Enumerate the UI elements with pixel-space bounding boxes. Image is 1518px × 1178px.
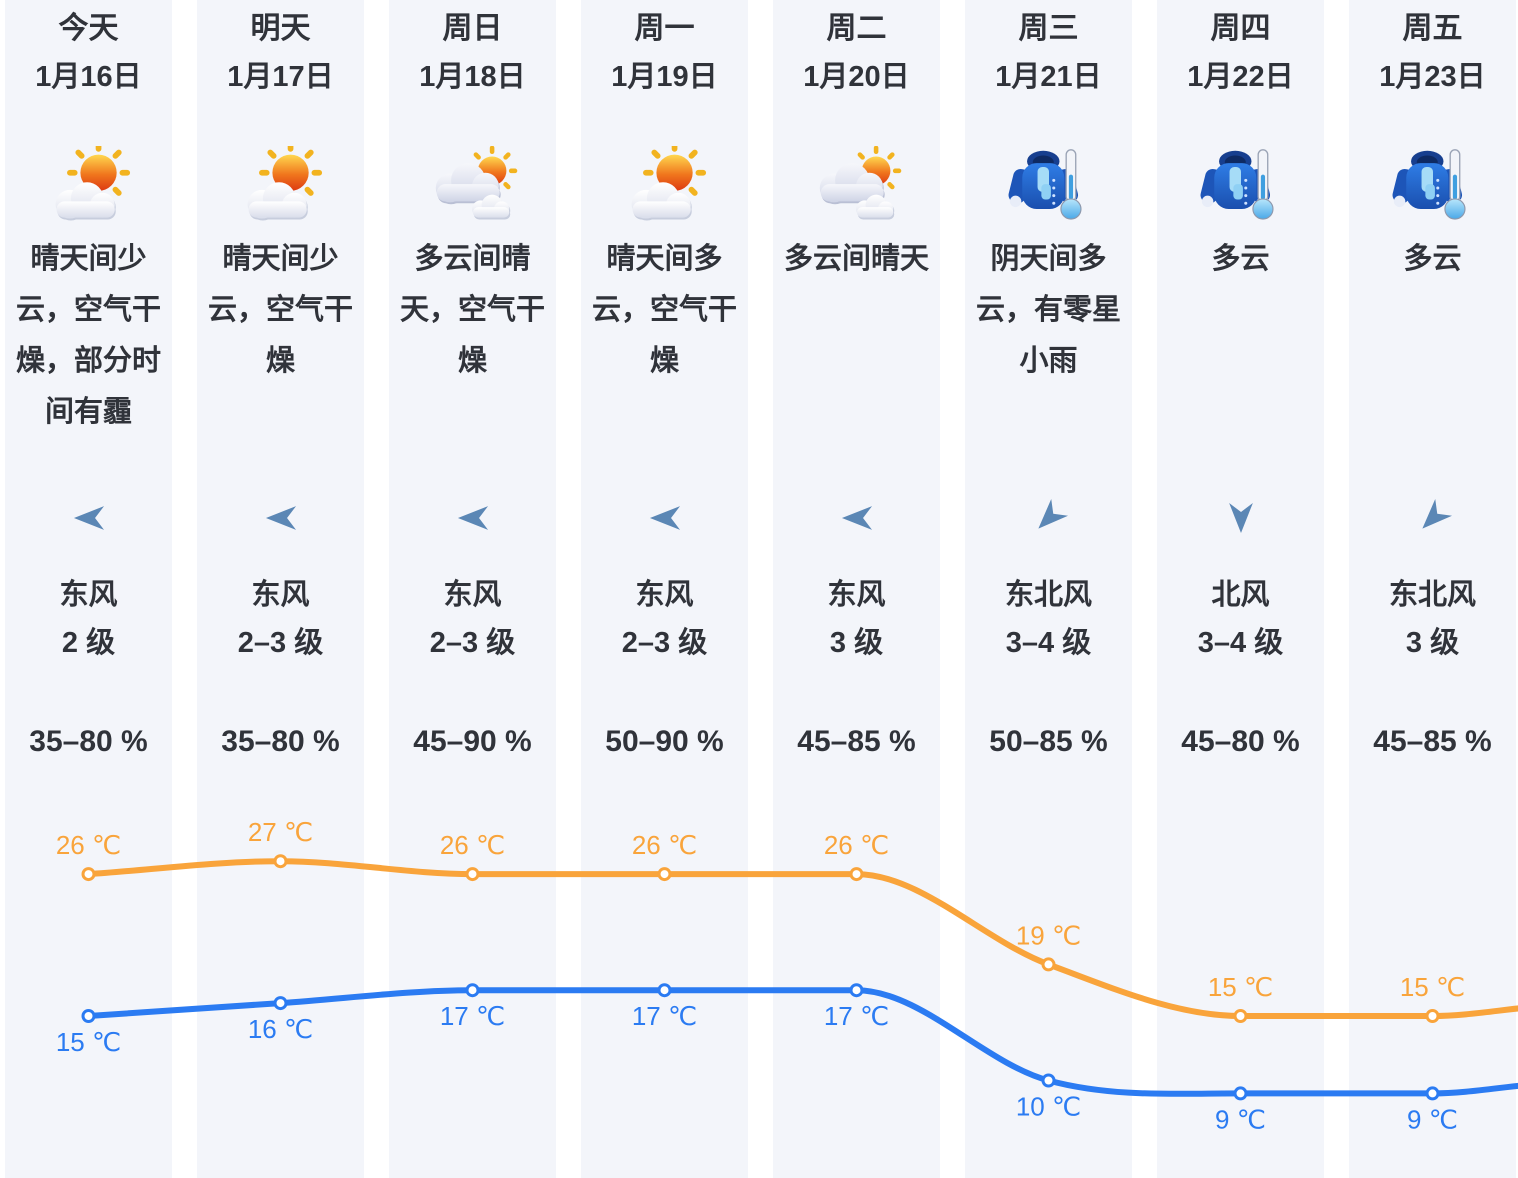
weather-description: 多云 (1403, 243, 1462, 275)
wind-level: 3 级 (1405, 627, 1460, 659)
weather-description: 晴天间多云，空气干燥 (591, 243, 737, 377)
humidity-range: 35–80 % (29, 725, 148, 758)
wind-level: 2–3 级 (429, 627, 516, 659)
date-label: 1月22日 (1187, 61, 1294, 93)
wind-level: 3–4 级 (1005, 627, 1092, 659)
cold-jacket-thermometer-icon (1349, 140, 1516, 236)
partly-sunny-icon (197, 140, 364, 236)
humidity-range: 45–85 % (797, 725, 916, 758)
forecast-column-day7[interactable]: 周四 1月22日 多云 北风 3–4 级 45–80 % (1157, 0, 1324, 1178)
date-label: 1月19日 (611, 61, 718, 93)
weather-description: 多云 (1211, 243, 1270, 275)
wind-direction: 东风 (251, 579, 310, 611)
wind-direction: 东风 (635, 579, 694, 611)
forecast-column-day8[interactable]: 周五 1月23日 多云 东北风 3 级 45–85 % (1349, 0, 1516, 1178)
date-label: 1月16日 (35, 61, 142, 93)
day-label: 周四 (1210, 12, 1271, 45)
weather-description: 阴天间多云，有零星小雨 (975, 243, 1121, 377)
weather-description: 多云间晴天，空气干燥 (399, 243, 545, 377)
wind-level: 3 级 (829, 627, 884, 659)
date-label: 1月20日 (803, 61, 910, 93)
forecast-column-day4[interactable]: 周一 1月19日 晴天间多云，空气干燥 东风 2–3 级 50–90 % (581, 0, 748, 1178)
partly-sunny-icon (5, 140, 172, 236)
day-label: 周三 (1018, 12, 1079, 45)
date-label: 1月21日 (995, 61, 1102, 93)
wind-level: 3–4 级 (1197, 627, 1284, 659)
weather-description: 晴天间少云，空气干燥，部分时间有霾 (15, 243, 161, 428)
wind-direction: 东风 (59, 579, 118, 611)
weather-description: 晴天间少云，空气干燥 (207, 243, 353, 377)
forecast-column-day2[interactable]: 明天 1月17日 晴天间少云，空气干燥 东风 2–3 级 35–80 % (197, 0, 364, 1178)
wind-level: 2–3 级 (621, 627, 708, 659)
forecast-column-day3[interactable]: 周日 1月18日 多云间晴天，空气干燥 东风 2–3 级 45–90 % (389, 0, 556, 1178)
wind-direction-arrow-icon (965, 492, 1132, 544)
humidity-range: 50–85 % (989, 725, 1108, 758)
day-label: 周二 (826, 12, 887, 45)
day-label: 周五 (1402, 12, 1463, 45)
forecast-column-day6[interactable]: 周三 1月21日 阴天间多云，有零星小雨 东北风 3–4 级 50–85 % (965, 0, 1132, 1178)
humidity-range: 45–90 % (413, 725, 532, 758)
forecast-column-day5[interactable]: 周二 1月20日 多云间晴天 东风 3 级 45–85 % (773, 0, 940, 1178)
date-label: 1月18日 (419, 61, 526, 93)
wind-direction-arrow-icon (5, 492, 172, 544)
wind-direction: 东北风 (1004, 579, 1092, 611)
wind-direction-arrow-icon (1157, 492, 1324, 544)
wind-level: 2–3 级 (237, 627, 324, 659)
day-label: 周一 (634, 12, 695, 45)
humidity-range: 45–85 % (1373, 725, 1492, 758)
humidity-range: 45–80 % (1181, 725, 1300, 758)
humidity-range: 50–90 % (605, 725, 724, 758)
date-label: 1月17日 (227, 61, 334, 93)
day-label: 明天 (250, 12, 311, 45)
partly-sunny-icon (581, 140, 748, 236)
wind-level: 2 级 (61, 627, 116, 659)
humidity-range: 35–80 % (221, 725, 340, 758)
cloudy-sun-icon (773, 140, 940, 236)
wind-direction: 东风 (827, 579, 886, 611)
wind-direction-arrow-icon (1349, 492, 1516, 544)
cloudy-sun-icon (389, 140, 556, 236)
wind-direction: 东风 (443, 579, 502, 611)
wind-direction-arrow-icon (197, 492, 364, 544)
forecast-column-day1[interactable]: 今天 1月16日 晴天间少云，空气干燥，部分时间有霾 东风 2 级 35–80 … (5, 0, 172, 1178)
wind-direction-arrow-icon (773, 492, 940, 544)
day-label: 周日 (442, 12, 503, 45)
wind-direction-arrow-icon (581, 492, 748, 544)
wind-direction: 北风 (1211, 579, 1270, 611)
date-label: 1月23日 (1379, 61, 1486, 93)
cold-jacket-thermometer-icon (965, 140, 1132, 236)
wind-direction-arrow-icon (389, 492, 556, 544)
cold-jacket-thermometer-icon (1157, 140, 1324, 236)
day-label: 今天 (58, 12, 119, 45)
wind-direction: 东北风 (1388, 579, 1476, 611)
weather-description: 多云间晴天 (783, 243, 929, 275)
